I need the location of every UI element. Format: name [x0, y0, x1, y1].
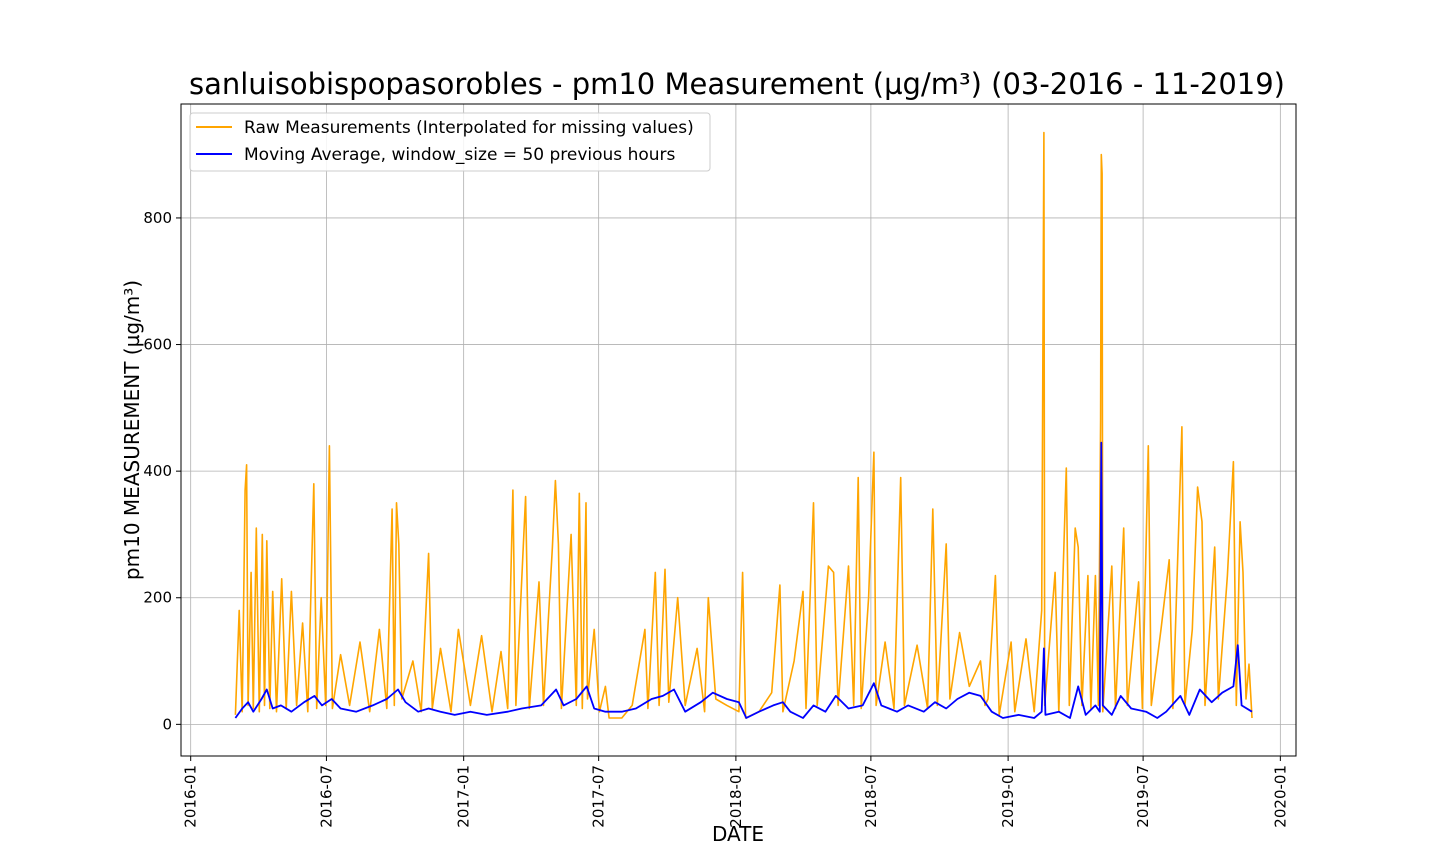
axis-ticks: 2016-01 2016-07 2017-01 2017-07 2018-01 2018-…: [143, 209, 1289, 828]
y-tick-label: 800: [143, 209, 172, 227]
x-tick-label: 2017-01: [455, 765, 473, 828]
y-tick-label: 600: [143, 336, 172, 354]
x-tick-label: 2018-07: [862, 765, 880, 828]
y-axis-label: pm10 MEASUREMENT (µg/m³): [120, 280, 144, 580]
chart-title: sanluisobispopasorobles - pm10 Measureme…: [189, 67, 1285, 101]
legend-box: [189, 112, 711, 172]
x-tick-label: 2019-07: [1134, 765, 1152, 828]
x-axis-label: DATE: [712, 822, 764, 846]
series-line-0: [234, 131, 1253, 719]
x-tick-label: 2016-07: [317, 765, 335, 828]
plot-area-frame: [180, 103, 1297, 757]
x-tick-label: 2018-01: [727, 765, 745, 828]
legend: Raw Measurements (Interpolated for missi…: [189, 112, 711, 172]
series-lines: [234, 131, 1253, 719]
series-line-1: [234, 441, 1253, 719]
x-tick-label: 2019-01: [999, 765, 1017, 828]
y-tick-label: 200: [143, 589, 172, 607]
x-tick-label: 2017-07: [590, 765, 608, 828]
y-tick-label: 400: [143, 462, 172, 480]
grid-lines: [181, 104, 1296, 756]
legend-entry-0: Raw Measurements (Interpolated for missi…: [244, 118, 694, 138]
x-tick-label: 2016-01: [182, 765, 200, 828]
legend-entry-1: Moving Average, window_size = 50 previou…: [244, 145, 676, 165]
y-tick-label: 0: [162, 715, 172, 733]
x-tick-label: 2020-01: [1271, 765, 1289, 828]
